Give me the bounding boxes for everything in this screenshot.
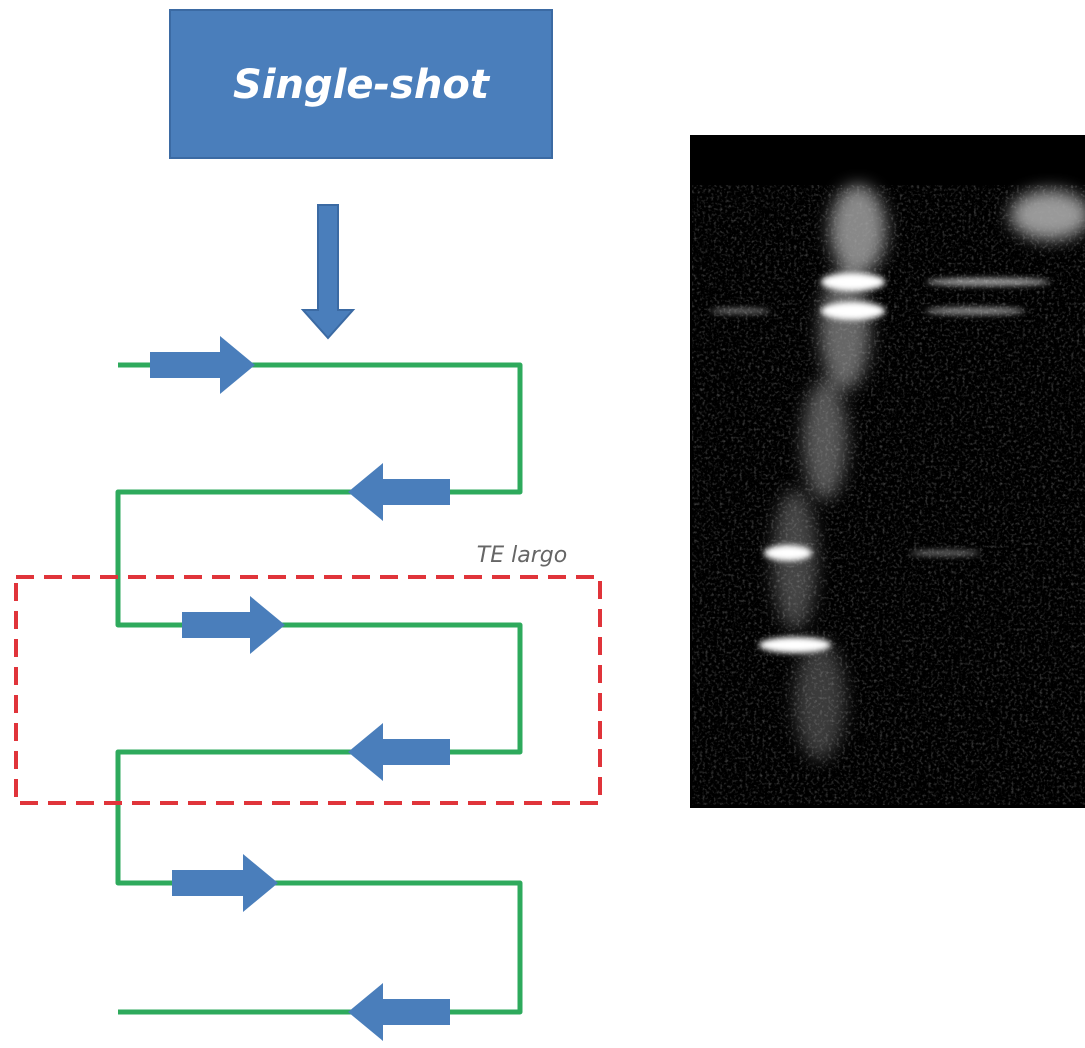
right-arrow (182, 596, 285, 654)
left-arrow (348, 723, 450, 781)
right-arrow (172, 854, 278, 912)
direction-arrows (150, 336, 450, 1041)
title: Single-shot (233, 62, 491, 108)
right-arrow (150, 336, 255, 394)
left-arrow (348, 983, 450, 1041)
down-arrow (303, 205, 353, 338)
left-arrow (348, 463, 450, 521)
trajectory (118, 365, 520, 1012)
te-label: TE largo (477, 543, 567, 568)
diagram: Single-shot TE largo (0, 0, 1085, 1048)
te-region (16, 577, 600, 803)
mri-image (690, 135, 1085, 808)
